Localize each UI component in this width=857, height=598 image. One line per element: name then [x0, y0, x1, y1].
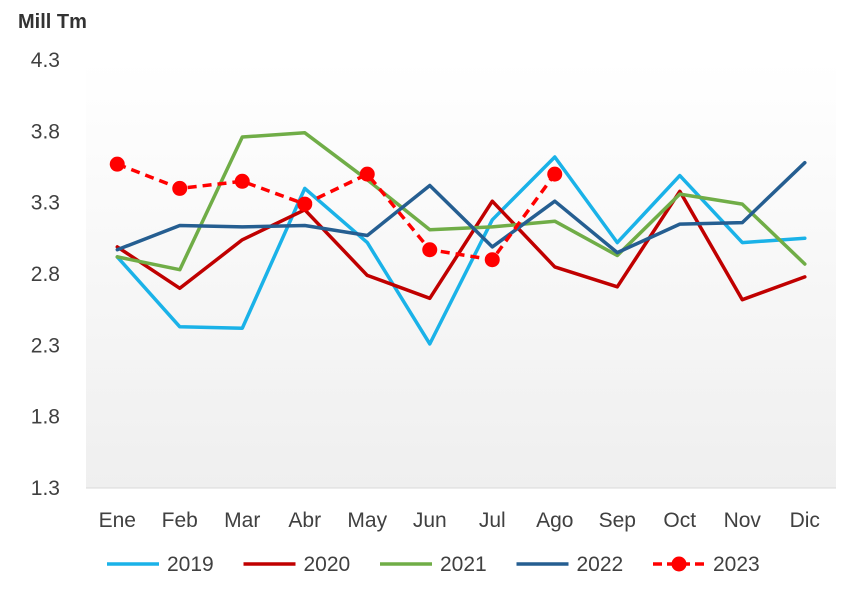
legend-item-2023: 2023 [653, 553, 760, 576]
y-tick-label: 2.8 [31, 263, 60, 286]
series-line [115, 155, 807, 346]
y-tick-label: 1.3 [31, 477, 60, 500]
y-tick-label: 3.8 [31, 120, 60, 143]
y-tick-label: 2.3 [31, 334, 60, 357]
legend-item-2022: 2022 [516, 553, 624, 576]
y-tick-label: 1.8 [31, 406, 60, 429]
x-tick-label: Feb [162, 509, 198, 532]
data-point-marker [109, 156, 125, 172]
series-2020 [115, 189, 807, 302]
legend-label: 2021 [440, 553, 487, 576]
data-point-marker [547, 166, 563, 182]
data-point-marker [484, 252, 500, 268]
series-2019 [115, 155, 807, 346]
legend-marker [671, 556, 687, 572]
legend: 2019 2020 2021 2022 2023 [107, 553, 760, 576]
x-tick-label: Ene [99, 509, 136, 532]
x-tick-label: Oct [663, 509, 696, 532]
y-tick-label: 4.3 [31, 49, 60, 72]
unit-label: Mill Tm [18, 11, 87, 33]
series-line [115, 131, 807, 272]
legend-item-2020: 2020 [243, 553, 351, 576]
series-line [115, 160, 807, 255]
x-tick-label: Jun [413, 509, 447, 532]
x-tick-label: Jul [479, 509, 506, 532]
legend-label: 2023 [713, 553, 760, 576]
series-line [116, 162, 557, 262]
x-tick-label: Mar [224, 509, 260, 532]
series-2022 [115, 160, 807, 255]
data-point-marker [422, 242, 438, 258]
series-2023 [109, 156, 563, 268]
plot-area [86, 60, 836, 488]
x-tick-label: Nov [724, 509, 762, 532]
data-point-marker [297, 196, 313, 212]
y-tick-label: 3.3 [31, 192, 60, 215]
x-tick-label: May [347, 509, 387, 532]
x-axis-ticks: Ene Feb Mar Abr May Jun Jul Ago Sep Oct Nov Dic [99, 509, 820, 532]
data-point-marker [172, 180, 188, 196]
x-tick-label: Dic [790, 509, 820, 532]
legend-label: 2019 [167, 553, 214, 576]
legend-label: 2020 [304, 553, 351, 576]
series-layer [109, 131, 807, 346]
legend-item-2019: 2019 [107, 553, 214, 576]
x-tick-label: Sep [599, 509, 636, 532]
y-axis-ticks: 4.3 3.8 3.3 2.8 2.3 1.8 1.3 [31, 49, 60, 500]
legend-item-2021: 2021 [380, 553, 487, 576]
legend-label: 2022 [577, 553, 624, 576]
data-point-marker [359, 166, 375, 182]
series-line [115, 189, 807, 302]
data-point-marker [234, 173, 250, 189]
x-tick-label: Abr [288, 509, 321, 532]
x-tick-label: Ago [536, 509, 573, 532]
series-2021 [115, 131, 807, 272]
